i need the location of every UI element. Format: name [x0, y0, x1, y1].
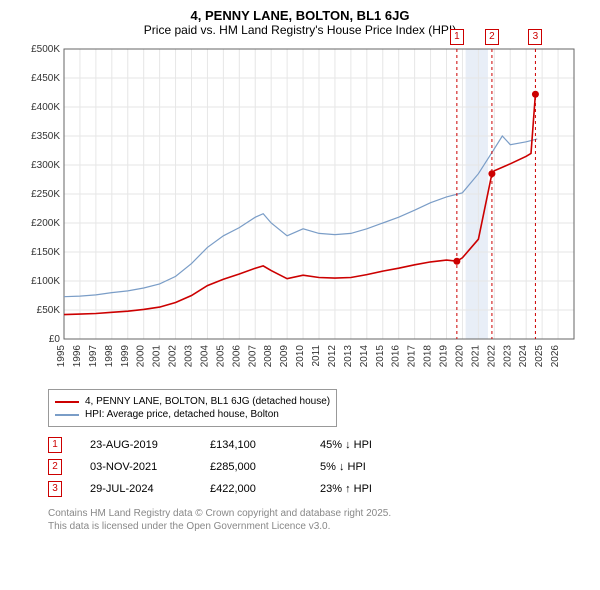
svg-text:2016: 2016 — [391, 345, 402, 368]
svg-text:£100K: £100K — [31, 276, 60, 287]
legend-swatch — [55, 401, 79, 403]
legend-swatch — [55, 414, 79, 416]
sale-date: 29-JUL-2024 — [90, 483, 210, 495]
svg-text:2003: 2003 — [184, 345, 195, 368]
sale-date: 23-AUG-2019 — [90, 439, 210, 451]
page-subtitle: Price paid vs. HM Land Registry's House … — [8, 23, 592, 37]
price-chart: £0 £50K £100K £150K £200K £250K £300K £350K £400… — [20, 43, 580, 383]
svg-text:2001: 2001 — [152, 345, 163, 368]
svg-text:2008: 2008 — [263, 345, 274, 368]
sale-row: 2 03-NOV-2021£285,0005% ↓ HPI — [48, 459, 592, 475]
chart-marker-3: 3 — [528, 29, 542, 45]
svg-text:2002: 2002 — [168, 345, 179, 368]
sale-price: £422,000 — [210, 483, 320, 495]
svg-text:2007: 2007 — [247, 345, 258, 368]
svg-text:1999: 1999 — [120, 345, 131, 368]
sale-row: 3 29-JUL-2024£422,00023% ↑ HPI — [48, 481, 592, 497]
svg-text:£200K: £200K — [31, 218, 60, 229]
chart-marker-2: 2 — [485, 29, 499, 45]
svg-text:2004: 2004 — [199, 345, 210, 368]
sale-marker: 1 — [48, 437, 62, 453]
sale-price: £134,100 — [210, 439, 320, 451]
sale-delta: 5% ↓ HPI — [320, 461, 420, 473]
legend-item: HPI: Average price, detached house, Bolt… — [55, 409, 330, 420]
svg-text:£300K: £300K — [31, 160, 60, 171]
sale-date: 03-NOV-2021 — [90, 461, 210, 473]
svg-text:2014: 2014 — [359, 345, 370, 368]
svg-text:2023: 2023 — [502, 345, 513, 368]
sale-marker: 3 — [48, 481, 62, 497]
sale-row: 1 23-AUG-2019£134,10045% ↓ HPI — [48, 437, 592, 453]
svg-text:£500K: £500K — [31, 44, 60, 55]
svg-text:1996: 1996 — [72, 345, 83, 368]
svg-text:2026: 2026 — [550, 345, 561, 368]
svg-text:£450K: £450K — [31, 73, 60, 84]
page-title: 4, PENNY LANE, BOLTON, BL1 6JG — [8, 8, 592, 23]
footer-line-2: This data is licensed under the Open Gov… — [48, 520, 592, 533]
svg-text:2012: 2012 — [327, 345, 338, 368]
svg-text:£400K: £400K — [31, 102, 60, 113]
svg-text:2020: 2020 — [454, 345, 465, 368]
legend-item: 4, PENNY LANE, BOLTON, BL1 6JG (detached… — [55, 396, 330, 407]
legend-label: HPI: Average price, detached house, Bolt… — [85, 409, 279, 420]
sale-price: £285,000 — [210, 461, 320, 473]
svg-text:1997: 1997 — [88, 345, 99, 368]
legend: 4, PENNY LANE, BOLTON, BL1 6JG (detached… — [48, 389, 337, 427]
sales-table: 1 23-AUG-2019£134,10045% ↓ HPI 2 03-NOV-202… — [48, 437, 592, 497]
footer-line-1: Contains HM Land Registry data © Crown c… — [48, 507, 592, 520]
svg-text:2013: 2013 — [343, 345, 354, 368]
svg-text:£350K: £350K — [31, 131, 60, 142]
legend-label: 4, PENNY LANE, BOLTON, BL1 6JG (detached… — [85, 396, 330, 407]
svg-text:£150K: £150K — [31, 247, 60, 258]
svg-text:2011: 2011 — [311, 345, 322, 367]
svg-text:2022: 2022 — [486, 345, 497, 368]
svg-text:2006: 2006 — [231, 345, 242, 368]
svg-text:2017: 2017 — [407, 345, 418, 368]
svg-text:2009: 2009 — [279, 345, 290, 368]
sale-delta: 45% ↓ HPI — [320, 439, 420, 451]
svg-text:2015: 2015 — [375, 345, 386, 368]
svg-text:1995: 1995 — [56, 345, 67, 368]
svg-text:2010: 2010 — [295, 345, 306, 368]
svg-text:2019: 2019 — [439, 345, 450, 368]
footer-attribution: Contains HM Land Registry data © Crown c… — [48, 507, 592, 533]
chart-marker-1: 1 — [450, 29, 464, 45]
svg-text:£250K: £250K — [31, 189, 60, 200]
svg-text:2005: 2005 — [215, 345, 226, 368]
sale-marker: 2 — [48, 459, 62, 475]
sale-delta: 23% ↑ HPI — [320, 483, 420, 495]
svg-text:2000: 2000 — [136, 345, 147, 368]
svg-text:£0: £0 — [49, 334, 61, 345]
svg-text:1998: 1998 — [104, 345, 115, 368]
svg-text:2024: 2024 — [518, 345, 529, 368]
svg-text:2025: 2025 — [534, 345, 545, 368]
svg-text:2021: 2021 — [470, 345, 481, 368]
svg-text:2018: 2018 — [423, 345, 434, 368]
svg-text:£50K: £50K — [37, 305, 61, 316]
